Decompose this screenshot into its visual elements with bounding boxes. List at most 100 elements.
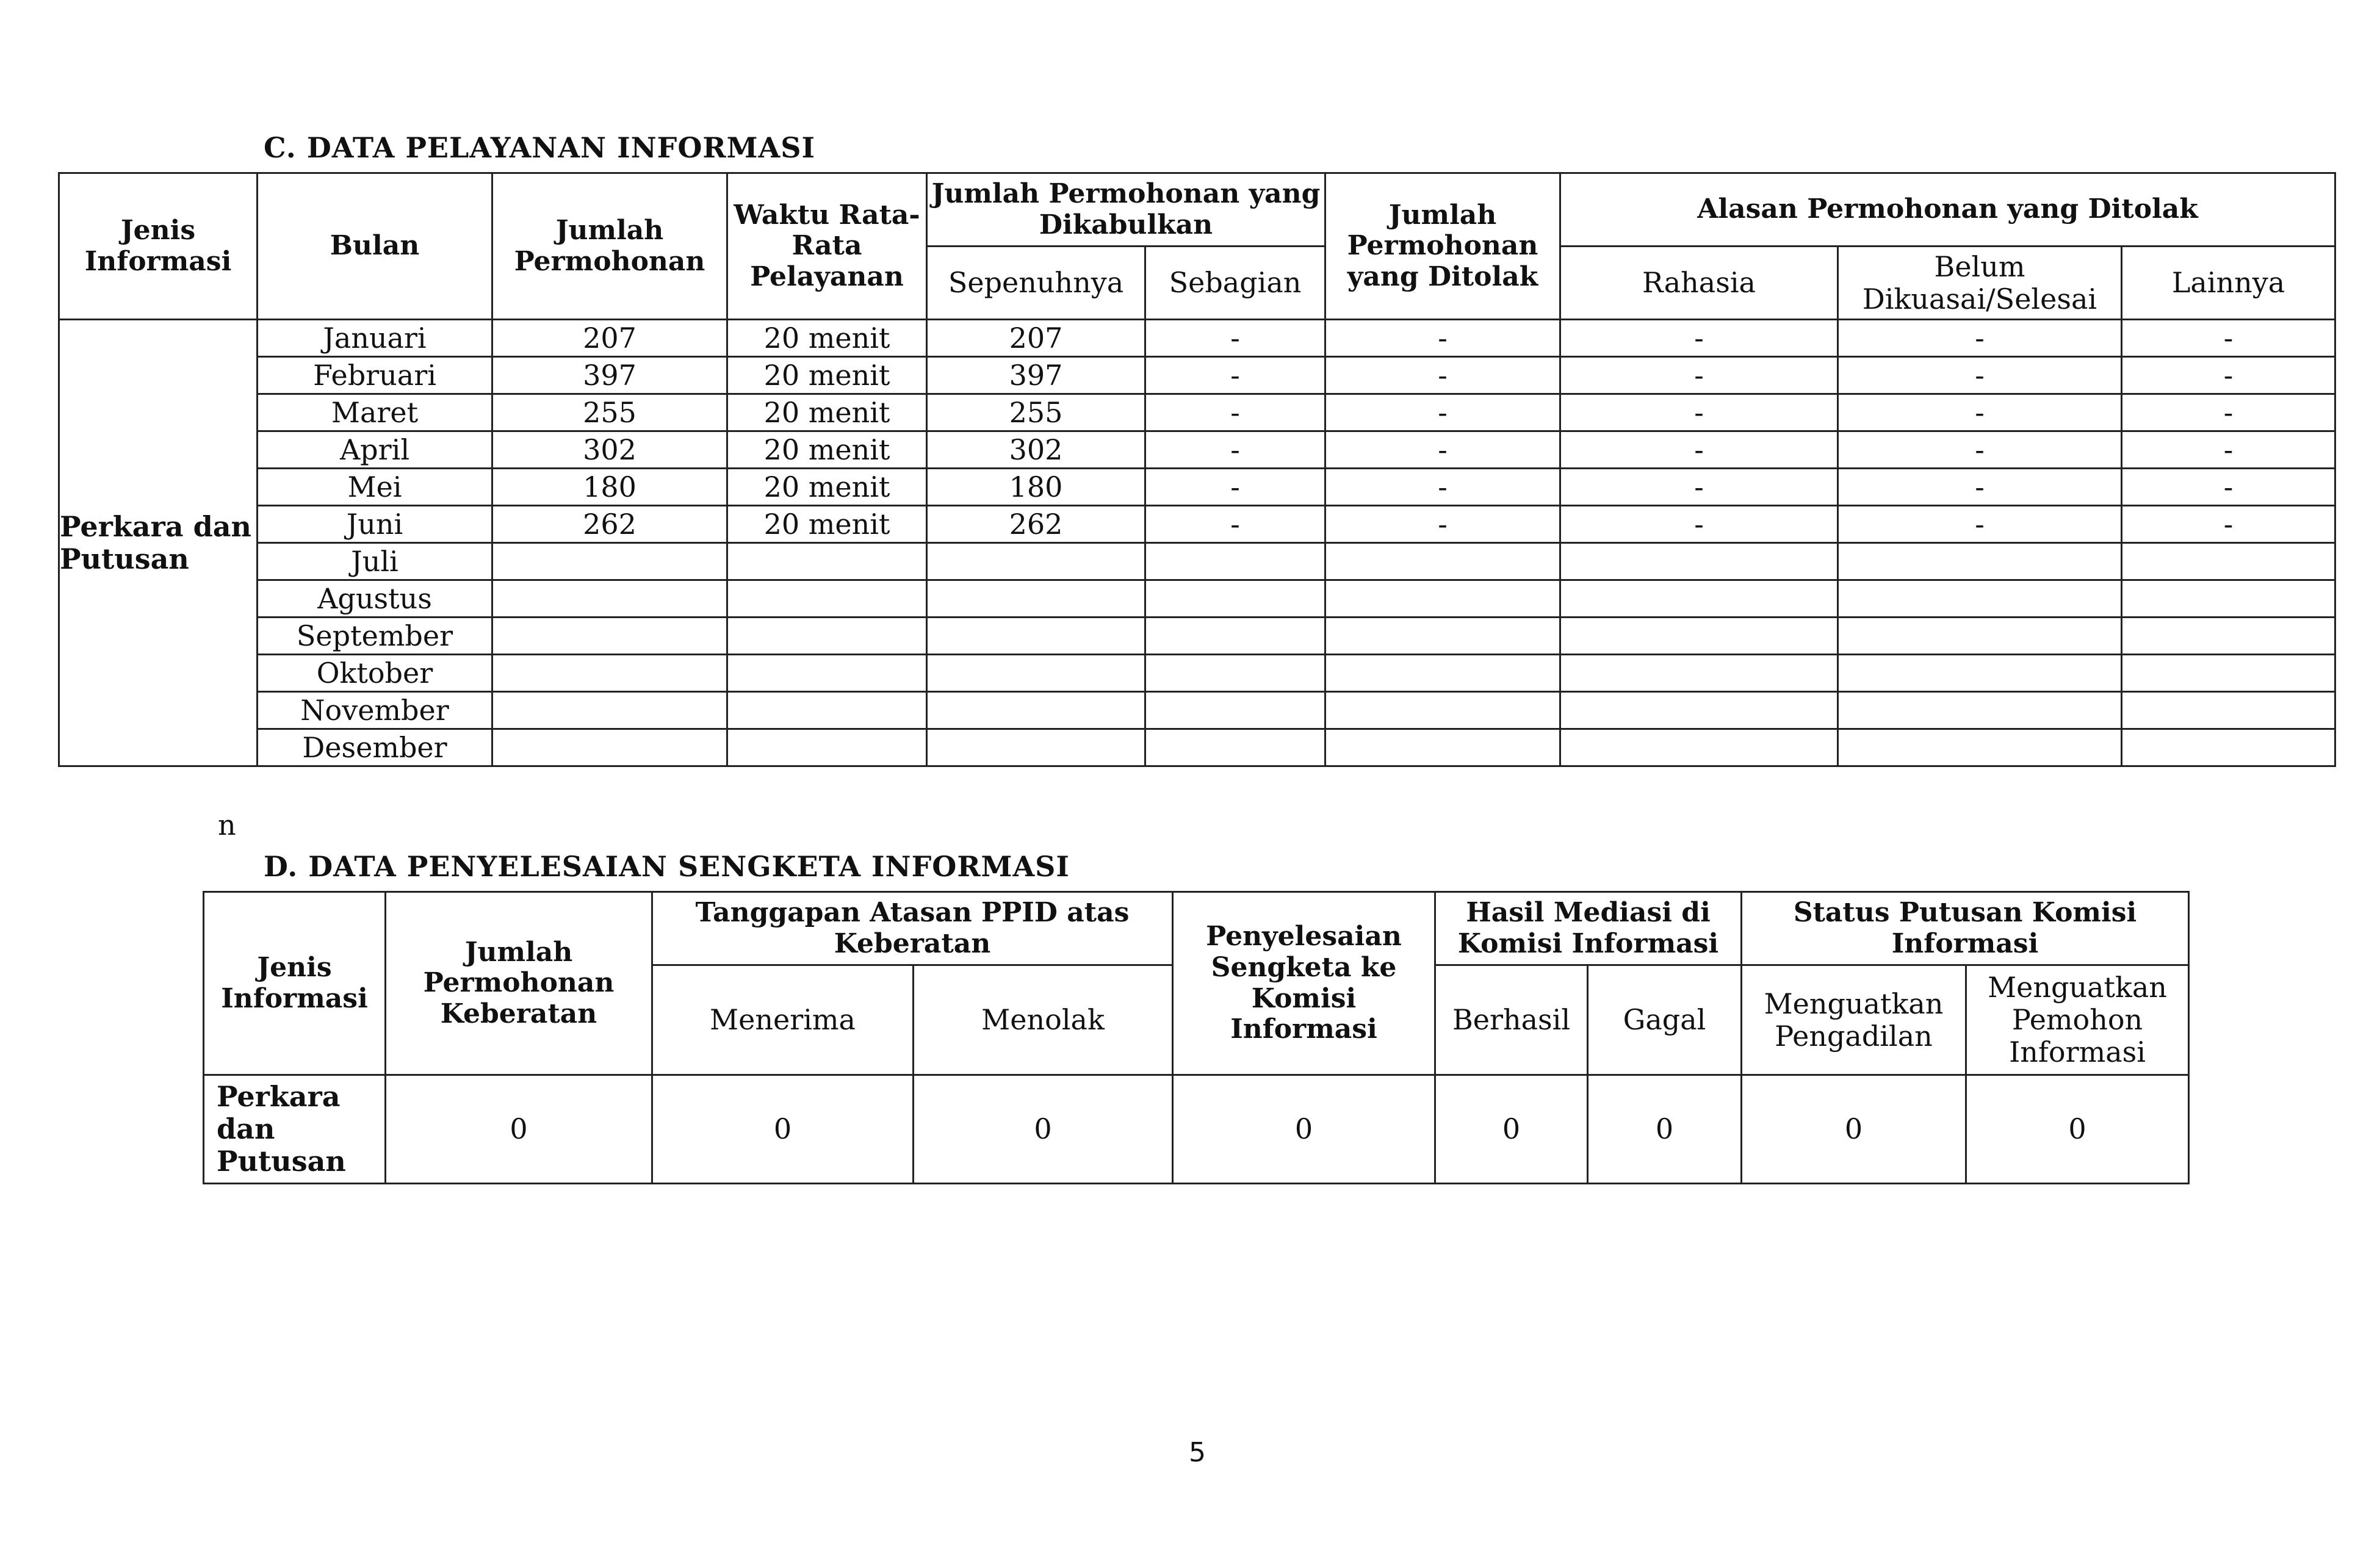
- lainnya-cell: -: [2121, 505, 2337, 544]
- sepenuhnya-cell: 397: [926, 356, 1146, 395]
- jumlah-cell: [491, 542, 728, 581]
- sepenuhnya-cell: [926, 542, 1146, 581]
- ditolak-cell: [1324, 579, 1562, 618]
- header-menerima: Menerima: [651, 964, 914, 1076]
- sebagian-cell: -: [1144, 430, 1327, 469]
- ditolak-cell: -: [1324, 430, 1562, 469]
- header-sepenuhnya: Sepenuhnya: [926, 245, 1146, 320]
- belum-cell: -: [1837, 467, 2123, 506]
- sebagian-cell: [1144, 654, 1327, 693]
- bulan-cell: Januari: [256, 319, 493, 358]
- sepenuhnya-cell: 255: [926, 393, 1146, 432]
- lainnya-cell: [2121, 616, 2337, 655]
- header-rahasia: Rahasia: [1559, 245, 1839, 320]
- waktu-cell: 20 menit: [726, 467, 928, 506]
- value-cell: 0: [912, 1074, 1174, 1184]
- bulan-cell: November: [256, 691, 493, 730]
- lainnya-cell: [2121, 728, 2337, 767]
- sepenuhnya-cell: 180: [926, 467, 1146, 506]
- header-gagal: Gagal: [1587, 964, 1742, 1076]
- bulan-cell: Desember: [256, 728, 493, 767]
- table-row: Perkara dan Putusan Januari 207 20 menit 207…: [58, 319, 2337, 767]
- header-jumlah: Jumlah Permohonan: [491, 172, 728, 320]
- page-number: 5: [1189, 1437, 1206, 1468]
- sebagian-cell: -: [1144, 393, 1327, 432]
- header-tanggapan: Tanggapan Atasan PPID atas Keberatan: [651, 891, 1174, 966]
- waktu-cell: [726, 691, 928, 730]
- waktu-cell: [726, 579, 928, 618]
- waktu-cell: [726, 654, 928, 693]
- lainnya-cell: [2121, 654, 2337, 693]
- table-row: September: [59, 616, 2337, 655]
- rahasia-cell: [1559, 579, 1839, 618]
- rahasia-cell: [1559, 616, 1839, 655]
- bulan-cell: September: [256, 616, 493, 655]
- sebagian-cell: -: [1144, 356, 1327, 395]
- belum-cell: [1837, 542, 2123, 581]
- value-cell: 0: [1434, 1074, 1588, 1184]
- sebagian-cell: -: [1144, 505, 1327, 544]
- waktu-cell: 20 menit: [726, 393, 928, 432]
- value-cell: 0: [1965, 1074, 2190, 1184]
- header-pemohon: Menguatkan Pemohon Informasi: [1965, 964, 2190, 1076]
- sepenuhnya-cell: [926, 616, 1146, 655]
- table-row: Juli: [59, 542, 2337, 581]
- belum-cell: -: [1837, 505, 2123, 544]
- jumlah-cell: 397: [491, 356, 728, 395]
- jumlah-cell: 302: [491, 430, 728, 469]
- sebagian-cell: [1144, 579, 1327, 618]
- lainnya-cell: -: [2121, 393, 2337, 432]
- lainnya-cell: [2121, 579, 2337, 618]
- rahasia-cell: -: [1559, 356, 1839, 395]
- bulan-cell: Februari: [256, 356, 493, 395]
- table-row: November: [59, 691, 2337, 730]
- bulan-cell: Mei: [256, 467, 493, 506]
- ditolak-cell: [1324, 654, 1562, 693]
- waktu-cell: [726, 616, 928, 655]
- sepenuhnya-cell: 302: [926, 430, 1146, 469]
- belum-cell: -: [1837, 430, 2123, 469]
- sebagian-cell: -: [1144, 319, 1327, 358]
- table-row: Oktober: [59, 654, 2337, 693]
- value-cell: 0: [384, 1074, 653, 1184]
- jumlah-cell: 255: [491, 393, 728, 432]
- belum-cell: [1837, 616, 2123, 655]
- jumlah-cell: [491, 579, 728, 618]
- value-cell: 0: [651, 1074, 914, 1184]
- sepenuhnya-cell: [926, 654, 1146, 693]
- ditolak-cell: -: [1324, 356, 1562, 395]
- rahasia-cell: [1559, 728, 1839, 767]
- belum-cell: [1837, 654, 2123, 693]
- header-jumlah: Jumlah Permohonan Keberatan: [384, 891, 653, 1076]
- rahasia-cell: [1559, 542, 1839, 581]
- sebagian-cell: [1144, 728, 1327, 767]
- header-jenis: Jenis Informasi: [203, 891, 386, 1076]
- jumlah-cell: [491, 616, 728, 655]
- jumlah-cell: [491, 691, 728, 730]
- belum-cell: -: [1837, 393, 2123, 432]
- header-menolak: Menolak: [912, 964, 1174, 1076]
- table-row: Juni 262 20 menit 262- - - - -: [59, 505, 2337, 544]
- sepenuhnya-cell: [926, 691, 1146, 730]
- jumlah-cell: 180: [491, 467, 728, 506]
- lainnya-cell: -: [2121, 467, 2337, 506]
- belum-cell: -: [1837, 356, 2123, 395]
- data-pelayanan-table: Jenis Informasi Bulan Jumlah Permohonan …: [58, 172, 2337, 767]
- header-waktu: Waktu Rata-Rata Pelayanan: [726, 172, 928, 320]
- value-cell: 0: [1740, 1074, 1967, 1184]
- sepenuhnya-cell: 207: [926, 319, 1146, 358]
- header-belum: Belum Dikuasai/Selesai: [1837, 245, 2123, 320]
- header-mediasi: Hasil Mediasi di Komisi Informasi: [1434, 891, 1742, 966]
- header-pengadilan: Menguatkan Pengadilan: [1740, 964, 1967, 1076]
- table-row: Februari 397 20 menit 397- - - - -: [59, 356, 2337, 395]
- lainnya-cell: -: [2121, 319, 2337, 358]
- rahasia-cell: -: [1559, 505, 1839, 544]
- ditolak-cell: [1324, 728, 1562, 767]
- bulan-cell: Juni: [256, 505, 493, 544]
- waktu-cell: [726, 728, 928, 767]
- table-row: Mei 180 20 menit 180- - - - -: [59, 467, 2337, 506]
- ditolak-cell: -: [1324, 393, 1562, 432]
- ditolak-cell: [1324, 691, 1562, 730]
- bulan-cell: Maret: [256, 393, 493, 432]
- sebagian-cell: [1144, 691, 1327, 730]
